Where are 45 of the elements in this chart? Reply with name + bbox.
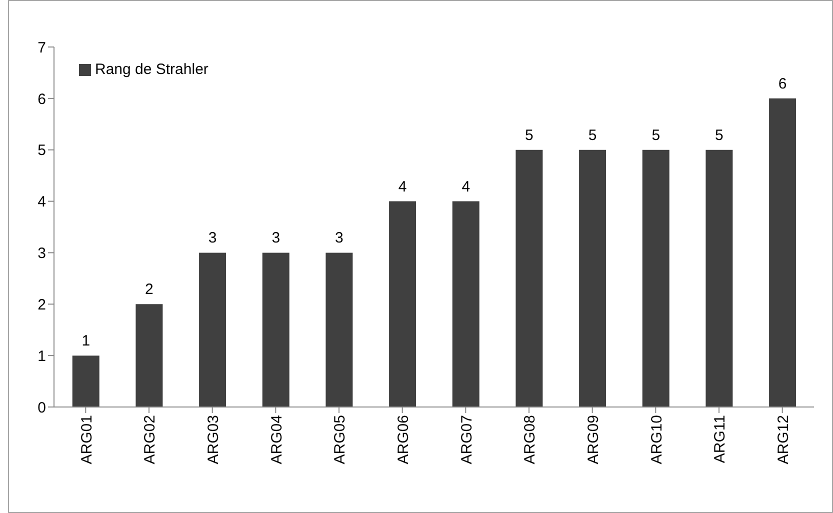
bar bbox=[579, 150, 606, 407]
bar bbox=[642, 150, 670, 407]
y-tick-label: 5 bbox=[38, 142, 46, 160]
y-tick-label: 6 bbox=[38, 90, 46, 108]
data-label: 2 bbox=[145, 281, 154, 298]
y-tick-label: 3 bbox=[38, 245, 46, 262]
x-tick-label: ARG02 bbox=[142, 415, 159, 464]
bar bbox=[389, 201, 416, 407]
y-tick-label: 4 bbox=[38, 194, 46, 211]
y-tick-label: 2 bbox=[38, 296, 46, 314]
bar bbox=[136, 304, 163, 407]
x-tick-label: ARG03 bbox=[204, 415, 222, 464]
data-label: 4 bbox=[398, 178, 407, 196]
x-tick-label: ARG07 bbox=[458, 415, 476, 464]
x-tick-label: ARG05 bbox=[332, 415, 349, 464]
bar bbox=[706, 150, 733, 407]
legend-label: Rang de Strahler bbox=[95, 61, 208, 78]
x-tick-label: ARG06 bbox=[394, 415, 412, 464]
data-label: 6 bbox=[778, 75, 787, 92]
bar bbox=[72, 356, 100, 407]
data-label: 5 bbox=[652, 126, 660, 144]
bar bbox=[262, 252, 290, 407]
bar bbox=[769, 98, 796, 407]
x-tick-label: ARG11 bbox=[712, 415, 729, 464]
bar bbox=[326, 252, 353, 407]
data-label: 3 bbox=[335, 230, 344, 247]
x-tick-label: ARG12 bbox=[774, 415, 792, 464]
data-label: 5 bbox=[525, 126, 534, 144]
x-tick-label: ARG10 bbox=[648, 415, 666, 464]
y-tick-label: 7 bbox=[38, 39, 46, 56]
bar bbox=[199, 252, 226, 407]
data-label: 5 bbox=[715, 126, 724, 144]
x-tick-label: ARG09 bbox=[584, 415, 602, 464]
x-tick-label: ARG01 bbox=[78, 415, 96, 464]
bar bbox=[516, 150, 543, 407]
data-label: 4 bbox=[462, 178, 470, 196]
bar bbox=[452, 201, 480, 407]
data-label: 1 bbox=[82, 332, 90, 350]
x-tick-label: ARG04 bbox=[268, 415, 286, 464]
y-tick-label: 0 bbox=[38, 399, 46, 416]
data-label: 3 bbox=[208, 230, 217, 247]
x-tick-label: ARG08 bbox=[522, 415, 539, 464]
y-tick-label: 1 bbox=[38, 348, 46, 365]
data-label: 3 bbox=[272, 230, 280, 247]
data-label: 5 bbox=[588, 126, 597, 144]
